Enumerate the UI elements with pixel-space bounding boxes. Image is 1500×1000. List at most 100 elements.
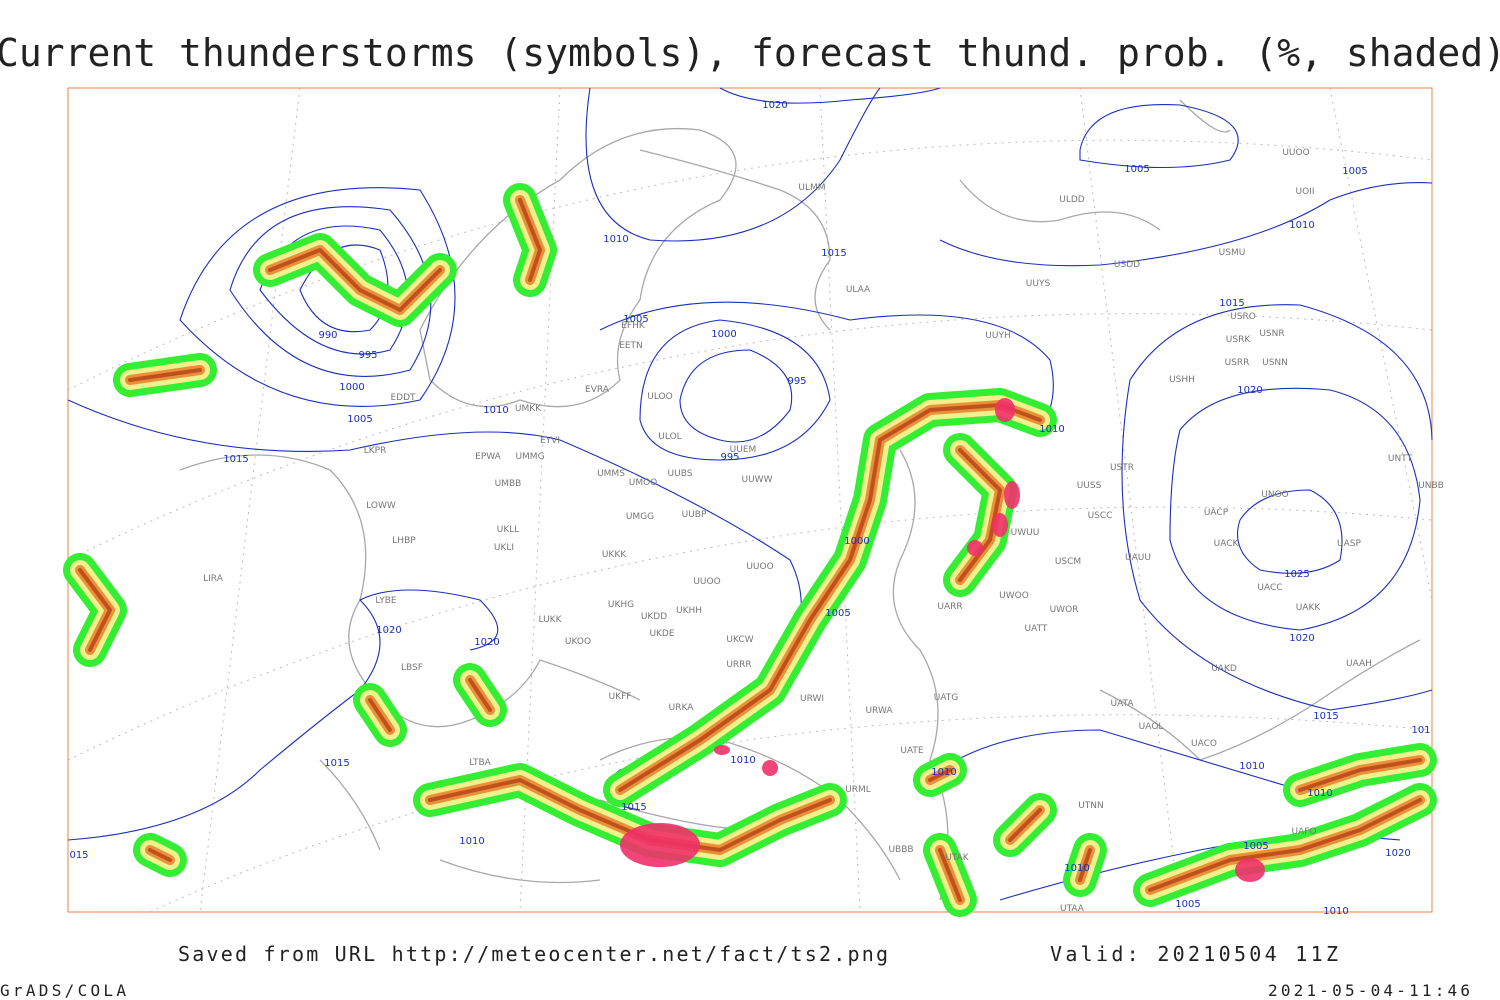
station-code: UBBB <box>888 845 913 855</box>
station-code: UATE <box>900 746 924 756</box>
probability-band <box>1148 798 1422 892</box>
station-code: UKKK <box>602 550 627 560</box>
isobar-label: 1005 <box>1243 841 1268 852</box>
isobar-label: 1020 <box>1237 385 1262 396</box>
station-code: USRK <box>1226 335 1252 345</box>
isobar-label: 1010 <box>1289 220 1314 231</box>
station-code: UKOO <box>565 637 591 647</box>
isobar-label: 995 <box>720 452 739 463</box>
isobar-label: 1000 <box>844 536 869 547</box>
current-thunderstorm-symbols <box>620 823 700 867</box>
station-code: UUYH <box>985 331 1010 341</box>
station-code: UTAK <box>945 853 970 863</box>
isobar-label: 1010 <box>1323 906 1348 917</box>
station-code: ULAA <box>846 285 871 295</box>
station-code: URWA <box>865 706 893 716</box>
station-code: UAKK <box>1296 603 1322 613</box>
station-code: UATG <box>934 693 959 703</box>
isobar-label: 1015 <box>821 248 846 259</box>
probability-band <box>518 198 542 282</box>
station-code: URRR <box>726 660 751 670</box>
station-code: UKLI <box>494 543 514 553</box>
station-code: UARR <box>937 602 962 612</box>
station-code: UKHH <box>676 606 702 616</box>
current-thunderstorm-symbols <box>995 398 1015 422</box>
probability-band <box>148 848 172 862</box>
isobar-label: 1000 <box>711 329 736 340</box>
isobar-label: 1005 <box>623 314 648 325</box>
timestamp: 2021-05-04-11:46 <box>1268 981 1470 1000</box>
isobar-label: 1010 <box>1307 788 1332 799</box>
isobar-label: 1020 <box>762 100 787 111</box>
isobar-label: 1010 <box>1064 863 1089 874</box>
probability-band <box>1008 808 1042 842</box>
current-thunderstorm-symbols <box>967 540 983 556</box>
station-code: UNTT <box>1388 454 1413 464</box>
isobar-label: 995 <box>787 376 806 387</box>
station-code: UKDE <box>649 629 674 639</box>
station-code: UTNN <box>1078 801 1104 811</box>
station-code: UWOO <box>999 591 1029 601</box>
station-code: UMOO <box>629 478 658 488</box>
isobar-label: 1015 <box>1219 298 1244 309</box>
station-code: ULOO <box>647 392 672 402</box>
probability-band <box>938 848 962 902</box>
station-code: USCM <box>1055 557 1081 567</box>
probability-band <box>1298 758 1422 792</box>
station-code: LHBP <box>392 536 416 546</box>
isobar-label: 1010 <box>1239 761 1264 772</box>
station-code: UACO <box>1191 739 1217 749</box>
station-code: UOII <box>1296 187 1315 197</box>
station-code: UUOO <box>1282 148 1309 158</box>
station-code: UACC <box>1257 583 1282 593</box>
station-code: UMKK <box>515 404 542 414</box>
station-code: USHH <box>1169 375 1195 385</box>
station-code: UASP <box>1337 539 1361 549</box>
current-thunderstorm-symbols <box>1235 858 1265 882</box>
station-code: LYBE <box>375 596 396 606</box>
station-code: UATA <box>1110 699 1134 709</box>
isobar-label: 1015 <box>621 802 646 813</box>
station-code: URML <box>845 785 871 795</box>
probability-band <box>368 698 392 732</box>
station-code: UMMS <box>597 469 625 479</box>
probability-band <box>128 368 202 382</box>
station-code: UKDD <box>641 612 667 622</box>
software-credit: GrADS/COLA <box>0 981 126 1000</box>
station-code: UUBS <box>668 469 693 479</box>
current-thunderstorm-symbols <box>714 745 730 755</box>
station-code: EFHK <box>621 321 646 331</box>
current-thunderstorm-symbols <box>762 760 778 776</box>
isobar-label: 1020 <box>474 637 499 648</box>
probability-band <box>958 448 1002 582</box>
station-code: USRR <box>1225 358 1250 368</box>
isobar-label: 1005 <box>825 608 850 619</box>
station-code: ULDD <box>1059 195 1085 205</box>
station-code: UUOO <box>693 577 720 587</box>
station-code: UKHG <box>608 600 634 610</box>
station-code: USCC <box>1088 511 1113 521</box>
station-code: UAUU <box>1125 553 1151 563</box>
station-code: USDD <box>1114 260 1140 270</box>
station-code: UAOL <box>1139 722 1164 732</box>
isobar-label: 1020 <box>1289 633 1314 644</box>
station-code: UNOO <box>1261 490 1289 500</box>
station-code: LKPR <box>364 446 387 456</box>
isobar-label: 1015 <box>1313 711 1338 722</box>
map-title: Current thunderstorms (symbols), forecas… <box>0 31 1500 75</box>
probability-band <box>618 403 1042 792</box>
station-code: UACP <box>1204 508 1229 518</box>
station-code: UMMG <box>515 452 544 462</box>
station-code: LOWW <box>366 501 396 511</box>
probability-band <box>268 248 442 312</box>
station-code: EETN <box>619 341 643 351</box>
station-code: ULOL <box>658 432 681 442</box>
current-thunderstorm-symbols <box>992 513 1008 537</box>
station-code: UUSS <box>1077 481 1102 491</box>
station-code: UKLL <box>497 525 520 535</box>
isobar-label: 1020 <box>376 625 401 636</box>
current-thunderstorm-symbols <box>1004 481 1020 509</box>
probability-band <box>928 768 952 782</box>
isobar-label: 1010 <box>483 405 508 416</box>
station-code: EDDT <box>390 393 416 403</box>
